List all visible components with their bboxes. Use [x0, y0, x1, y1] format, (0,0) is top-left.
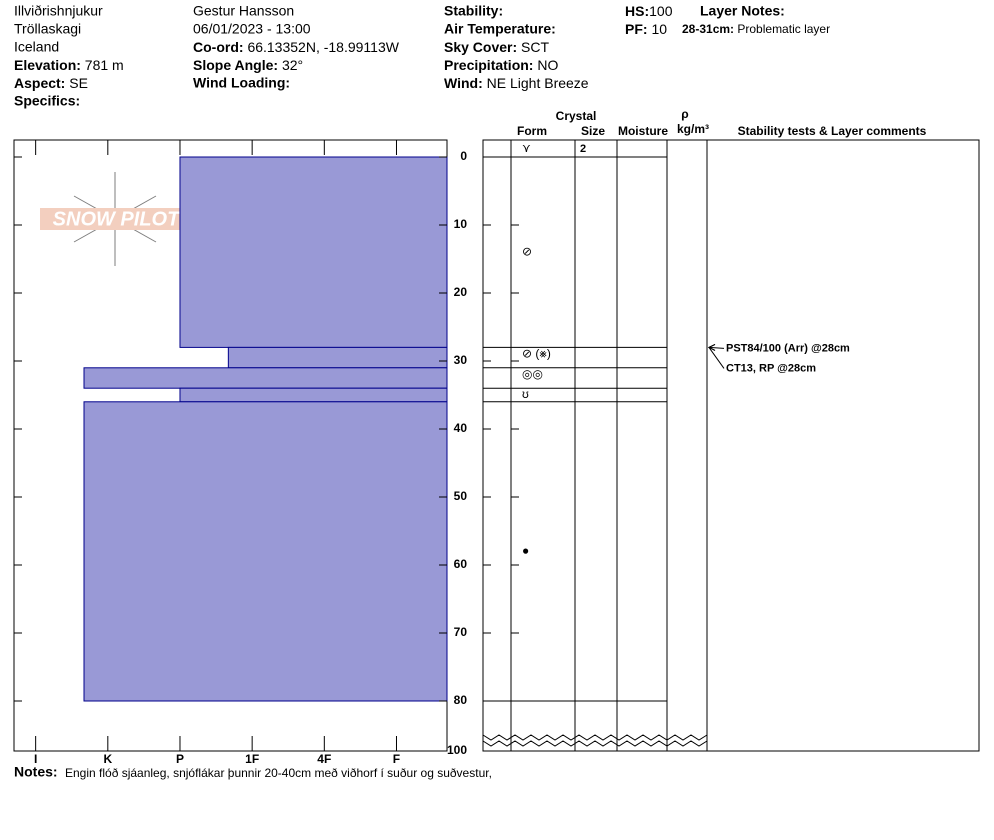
pf: PF: 10 [625, 21, 667, 37]
x-tick-label: 1F [245, 752, 259, 766]
comment-arrow [708, 346, 725, 349]
grain-form: ⊘ [522, 244, 532, 258]
y-tick-label: 0 [460, 149, 467, 163]
slope: Slope Angle: 32° [193, 57, 303, 73]
hardness-layer [227, 346, 448, 369]
label: Aspect: [14, 75, 65, 91]
y-tick-label: 60 [454, 557, 468, 571]
y-tick-label: 40 [454, 421, 468, 435]
header-size: Size [581, 124, 605, 138]
grain-form: ● [522, 544, 529, 558]
header-comments: Stability tests & Layer comments [738, 124, 927, 138]
axis-break [482, 740, 708, 747]
observer: Gestur Hansson [193, 3, 294, 19]
grain-form: ʊ [522, 387, 529, 401]
y-tick-label: 20 [454, 285, 468, 299]
axis-break [482, 734, 708, 741]
y-tick-label: 30 [454, 353, 468, 367]
header-crystal: Crystal [556, 109, 597, 123]
label: 28-31cm: [682, 22, 734, 36]
value: 66.13352N, -18.99113W [247, 39, 399, 55]
label: Sky Cover: [444, 39, 517, 55]
grain-form: ⋎ [522, 141, 531, 155]
value: SE [69, 75, 88, 91]
aspect: Aspect: SE [14, 75, 88, 91]
comment: PST84/100 (Arr) @28cm [726, 342, 850, 354]
x-tick-label: 4F [317, 752, 331, 766]
country: Iceland [14, 39, 59, 55]
value: 10 [651, 21, 667, 37]
x-tick-label: I [34, 752, 37, 766]
value: NO [537, 57, 558, 73]
hardness-layer [83, 401, 448, 702]
header-form: Form [517, 124, 547, 138]
value: NE Light Breeze [487, 75, 589, 91]
logo: SNOW PILOT [40, 172, 192, 266]
label: Precipitation: [444, 57, 533, 73]
header: Illviðrishnjukur Tröllaskagi Iceland Ele… [14, 3, 830, 109]
hardness-layer [83, 367, 448, 389]
x-tick-label: K [103, 752, 112, 766]
header-rho: ρ [681, 107, 688, 121]
value: SCT [521, 39, 549, 55]
hs: HS:100 [625, 3, 673, 19]
label: Co-ord: [193, 39, 244, 55]
notes: Engin flóð sjáanleg, snjóflákar þunnir 2… [65, 766, 492, 780]
logo-text: SNOW PILOT [53, 208, 181, 230]
layer-notes: Layer Notes: [700, 3, 785, 19]
comment-arrow [708, 347, 725, 369]
range: Tröllaskagi [14, 21, 81, 37]
table-frame [482, 139, 980, 752]
datetime: 06/01/2023 - 13:00 [193, 21, 311, 37]
y-tick-label: 10 [454, 217, 468, 231]
notes-label: Notes: [14, 764, 58, 780]
value: Problematic layer [737, 22, 830, 36]
table-headers: Crystal Form Size Moisture ρ kg/m³ Stabi… [517, 107, 927, 138]
x-tick-label: P [176, 752, 184, 766]
air-temp: Air Temperature: [444, 21, 556, 37]
stability: Stability: [444, 3, 503, 19]
x-tick-label: F [393, 752, 400, 766]
label: Slope Angle: [193, 57, 278, 73]
table-columns [483, 140, 708, 751]
site: Illviðrishnjukur [14, 3, 103, 19]
layer-note: 28-31cm: Problematic layer [682, 22, 830, 36]
wind: Wind: NE Light Breeze [444, 75, 589, 91]
label: PF: [625, 21, 648, 37]
logo-band [40, 208, 192, 230]
y-tick-label: 50 [454, 489, 468, 503]
coord: Co-ord: 66.13352N, -18.99113W [193, 39, 400, 55]
value: 32° [282, 57, 303, 73]
specifics: Specifics: [14, 93, 80, 109]
arrow-head [707, 343, 716, 351]
label: HS: [625, 3, 649, 19]
label: Elevation: [14, 57, 81, 73]
value: 781 m [85, 57, 124, 73]
grain-form: ◎◎ [522, 367, 543, 381]
hardness-layer [179, 156, 448, 348]
header-moisture: Moisture [618, 124, 668, 138]
comment: CT13, RP @28cm [726, 362, 816, 374]
y-tick-label: 80 [454, 693, 468, 707]
y-tick-label: 100 [447, 743, 467, 757]
header-density: kg/m³ [677, 122, 709, 136]
value: 100 [649, 3, 673, 19]
label: Wind: [444, 75, 483, 91]
sky: Sky Cover: SCT [444, 39, 549, 55]
hardness-layer [179, 387, 448, 403]
elevation: Elevation: 781 m [14, 57, 124, 73]
grain-size: 2 [580, 143, 586, 155]
y-tick-label: 70 [454, 625, 468, 639]
wind-loading: Wind Loading: [193, 75, 290, 91]
grain-form: ⊘ (⨳) [522, 346, 551, 360]
precip: Precipitation: NO [444, 57, 558, 73]
